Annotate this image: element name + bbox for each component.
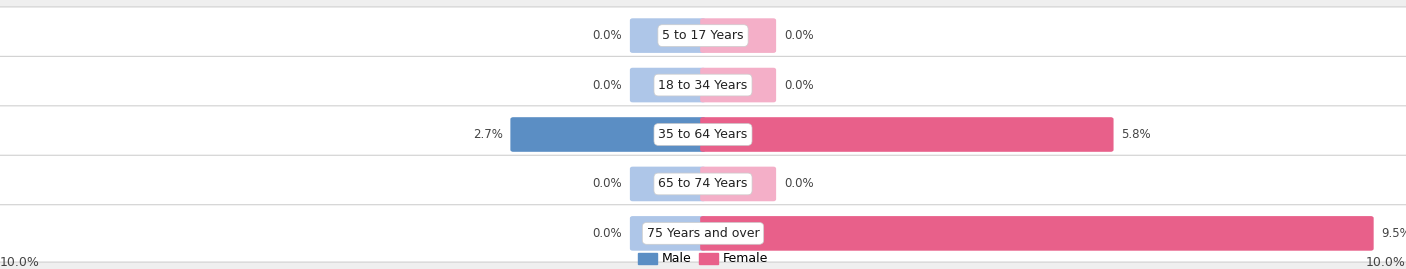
- Text: 0.0%: 0.0%: [592, 79, 621, 91]
- FancyBboxPatch shape: [510, 117, 706, 152]
- FancyBboxPatch shape: [0, 56, 1406, 114]
- Text: 0.0%: 0.0%: [592, 227, 621, 240]
- Legend: Male, Female: Male, Female: [638, 252, 768, 266]
- Text: 0.0%: 0.0%: [592, 29, 621, 42]
- FancyBboxPatch shape: [630, 216, 706, 251]
- Text: 0.0%: 0.0%: [785, 29, 814, 42]
- FancyBboxPatch shape: [0, 106, 1406, 163]
- FancyBboxPatch shape: [700, 18, 776, 53]
- FancyBboxPatch shape: [0, 205, 1406, 262]
- FancyBboxPatch shape: [630, 18, 706, 53]
- Text: 75 Years and over: 75 Years and over: [647, 227, 759, 240]
- Text: 5.8%: 5.8%: [1122, 128, 1152, 141]
- Text: 18 to 34 Years: 18 to 34 Years: [658, 79, 748, 91]
- Text: 0.0%: 0.0%: [785, 178, 814, 190]
- FancyBboxPatch shape: [630, 68, 706, 102]
- FancyBboxPatch shape: [0, 7, 1406, 64]
- Text: 5 to 17 Years: 5 to 17 Years: [662, 29, 744, 42]
- Text: 10.0%: 10.0%: [0, 256, 39, 269]
- Text: 9.5%: 9.5%: [1381, 227, 1406, 240]
- FancyBboxPatch shape: [700, 117, 1114, 152]
- Text: 10.0%: 10.0%: [1367, 256, 1406, 269]
- Text: 65 to 74 Years: 65 to 74 Years: [658, 178, 748, 190]
- Text: 0.0%: 0.0%: [592, 178, 621, 190]
- Text: 2.7%: 2.7%: [472, 128, 503, 141]
- Text: 0.0%: 0.0%: [785, 79, 814, 91]
- FancyBboxPatch shape: [700, 68, 776, 102]
- FancyBboxPatch shape: [630, 167, 706, 201]
- FancyBboxPatch shape: [700, 216, 1374, 251]
- Text: 35 to 64 Years: 35 to 64 Years: [658, 128, 748, 141]
- FancyBboxPatch shape: [0, 155, 1406, 213]
- FancyBboxPatch shape: [700, 167, 776, 201]
